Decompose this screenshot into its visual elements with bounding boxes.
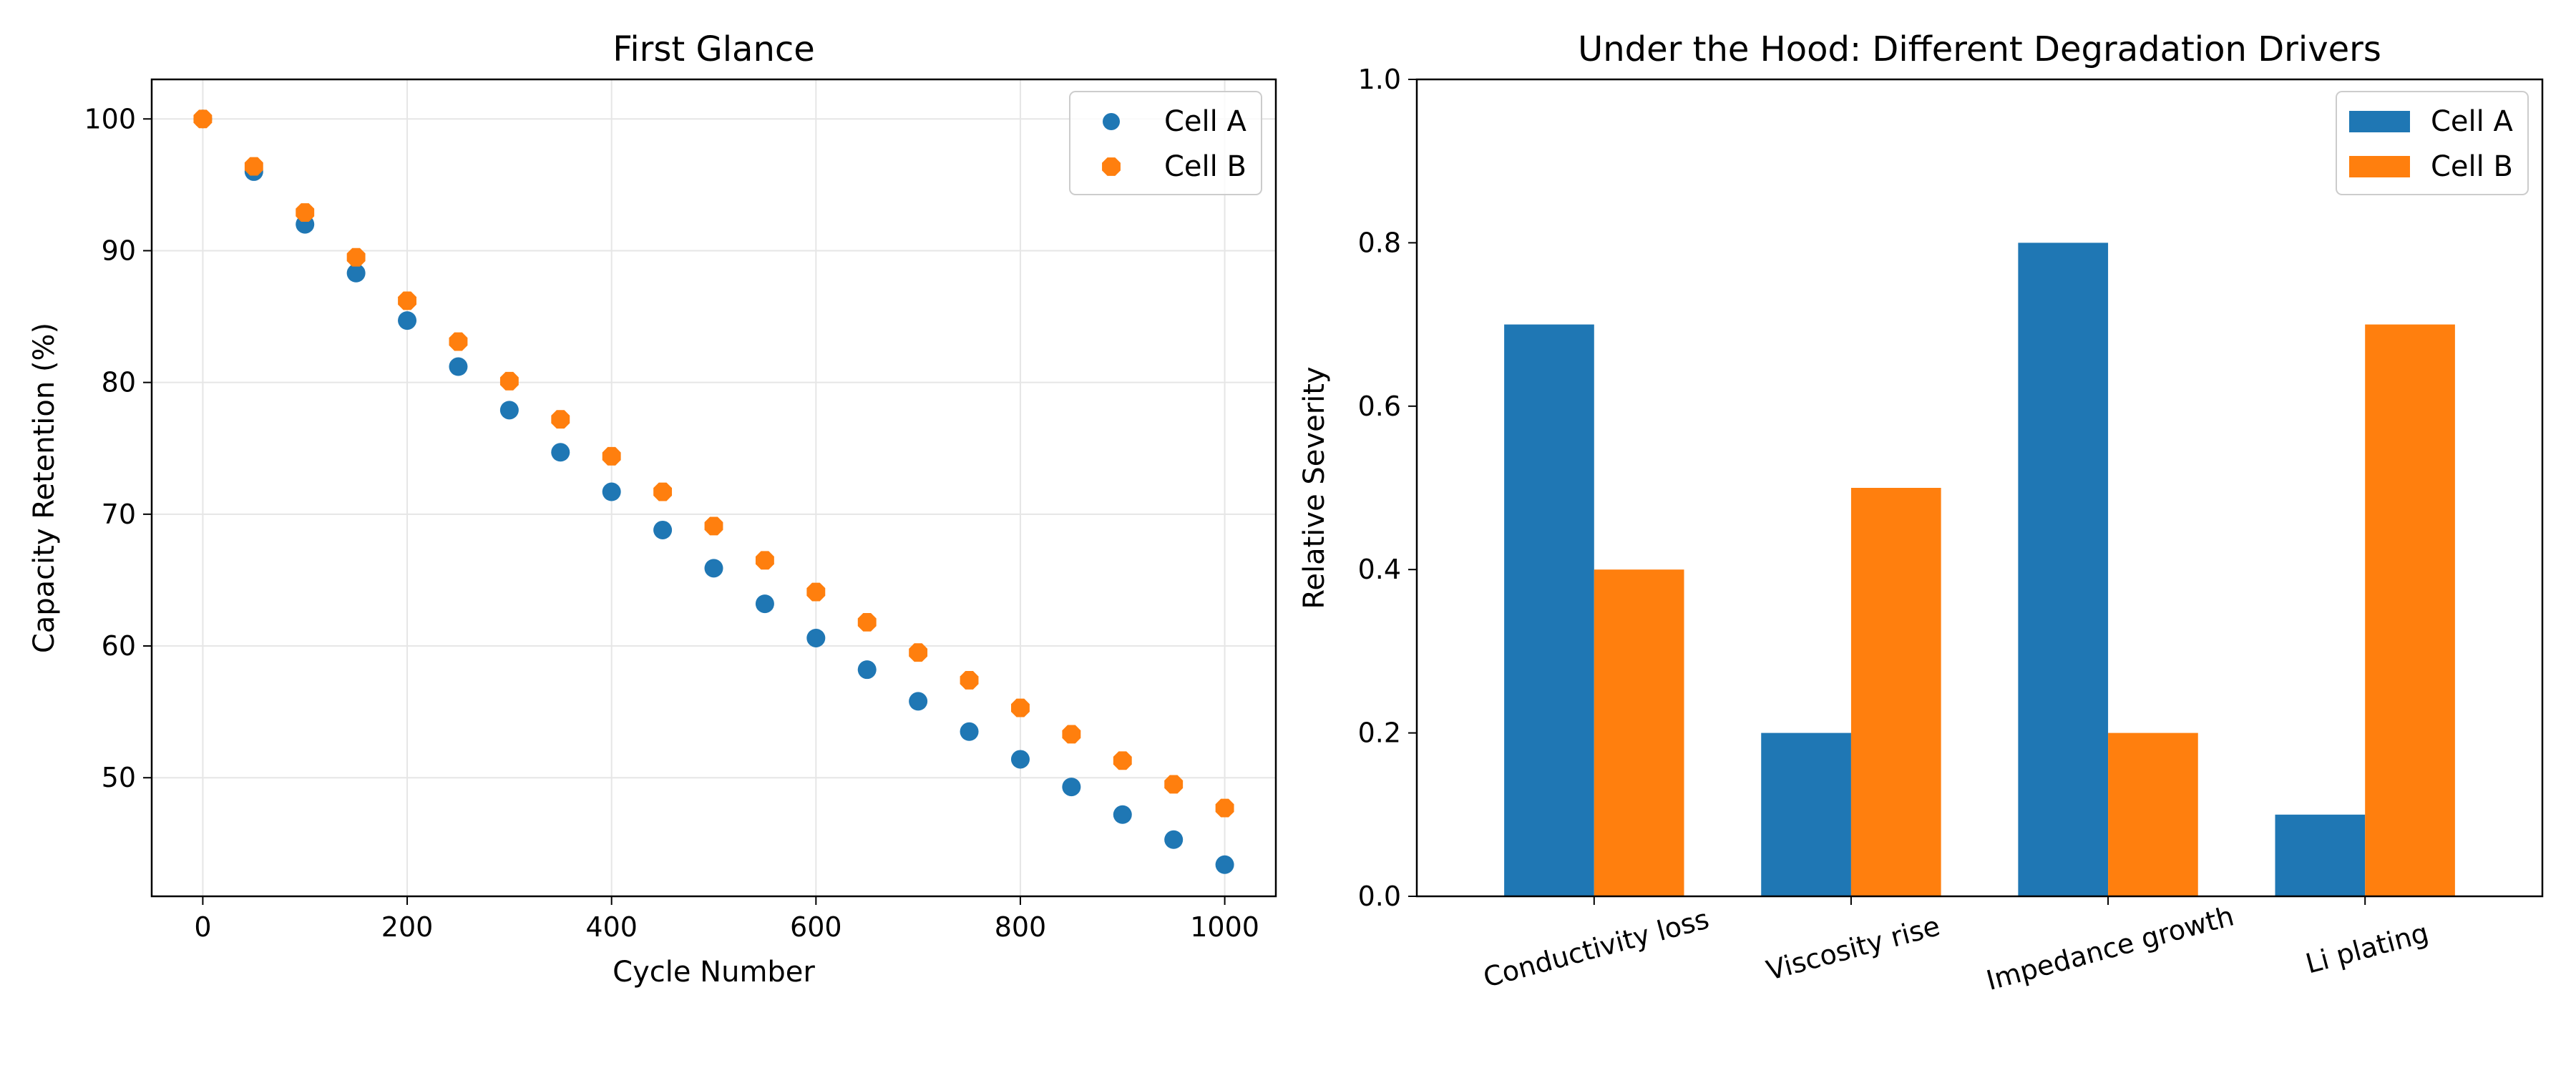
data-point-cell-b	[755, 551, 774, 570]
bar-plot-frame	[1415, 78, 2544, 898]
y-tick-label: 0.2	[1358, 717, 1401, 749]
x-tick-label: 200	[381, 911, 434, 943]
bar-cell-a	[1504, 324, 1594, 897]
data-point-cell-b	[602, 446, 621, 466]
data-point-cell-b	[398, 291, 416, 310]
data-point-cell-a	[806, 628, 826, 647]
y-tick-label: 90	[102, 235, 136, 266]
data-point-cell-b	[960, 670, 979, 690]
bar-cell-a	[1761, 733, 1851, 896]
bar-cell-a	[2275, 814, 2366, 896]
scatter-plot-frame	[150, 78, 1277, 898]
data-point-cell-a	[398, 311, 417, 330]
bar-title: Under the Hood: Different Degradation Dr…	[1578, 29, 2381, 69]
scatter-legend: Cell A Cell B	[1069, 91, 1262, 195]
data-point-cell-b	[193, 109, 213, 129]
data-point-cell-b	[449, 332, 468, 351]
data-point-cell-a	[653, 520, 673, 539]
data-point-cell-a	[960, 722, 979, 741]
y-tick-label: 100	[84, 103, 136, 134]
bar-cell-b	[1594, 569, 1684, 896]
y-tick-label: 50	[102, 762, 136, 793]
legend-swatch-cell-a	[2349, 111, 2410, 132]
y-tick-label: 60	[102, 630, 136, 662]
y-tick-label: 1.0	[1358, 64, 1401, 95]
legend-swatch-cell-b	[2349, 156, 2410, 177]
scatter-points	[193, 109, 1234, 874]
bar-y-axis-label: Relative Severity	[1298, 366, 1331, 609]
scatter-y-axis-label: Capacity Retention (%)	[28, 323, 61, 653]
data-point-cell-a	[346, 263, 366, 283]
y-tick-label: 0.0	[1358, 881, 1401, 912]
data-point-cell-a	[909, 692, 928, 711]
data-point-cell-a	[1113, 805, 1132, 824]
legend-label-cell-a: Cell A	[2431, 105, 2513, 138]
data-point-cell-b	[1113, 751, 1132, 770]
data-point-cell-b	[499, 371, 519, 391]
y-tick-label: 80	[102, 367, 136, 398]
data-point-cell-b	[653, 482, 673, 501]
data-point-cell-b	[1164, 775, 1184, 794]
data-point-cell-a	[1010, 750, 1030, 769]
bar-y-ticks: 0.0 0.2 0.4 0.6 0.8 1.0	[1358, 64, 1417, 912]
data-point-cell-a	[704, 559, 723, 578]
scatter-x-ticks: 0 200 400 600 800 1000	[194, 896, 1259, 943]
data-point-cell-b	[551, 410, 570, 429]
legend-label-cell-b: Cell B	[1164, 150, 1246, 183]
y-tick-label: 0.4	[1358, 554, 1401, 585]
data-point-cell-a	[857, 660, 877, 680]
bar-cell-a	[2018, 242, 2109, 896]
x-tick-label: 600	[790, 911, 842, 943]
data-point-cell-a	[449, 357, 468, 376]
x-tick-label: 400	[585, 911, 638, 943]
x-tick-label: 1000	[1190, 911, 1259, 943]
data-point-cell-b	[296, 203, 315, 222]
y-tick-label: 0.8	[1358, 227, 1401, 258]
data-point-cell-a	[499, 401, 519, 420]
legend-marker-cell-b	[1102, 157, 1121, 176]
bar-cell-b	[2365, 324, 2455, 897]
y-tick-label: 0.6	[1358, 391, 1401, 422]
scatter-x-axis-label: Cycle Number	[613, 956, 815, 989]
data-point-cell-b	[244, 157, 263, 176]
data-point-cell-b	[346, 248, 366, 267]
bar-series	[1504, 242, 2455, 897]
data-point-cell-b	[909, 643, 928, 662]
bar-cell-b	[2108, 733, 2198, 896]
data-point-cell-b	[704, 516, 723, 536]
x-tick-label: 800	[995, 911, 1047, 943]
data-point-cell-b	[857, 612, 877, 632]
x-tick-label: 0	[194, 911, 211, 943]
scatter-panel: First Glance 0 200 400 600 800 1000 50 60 70 80 9…	[28, 29, 1277, 989]
data-point-cell-a	[551, 443, 570, 462]
data-point-cell-b	[1062, 725, 1081, 744]
data-point-cell-a	[602, 482, 621, 501]
scatter-title: First Glance	[613, 29, 815, 69]
data-point-cell-a	[755, 594, 774, 614]
bar-cell-b	[1850, 488, 1941, 896]
scatter-grid	[152, 79, 1276, 896]
data-point-cell-b	[1011, 698, 1030, 717]
legend-label-cell-b: Cell B	[2431, 150, 2513, 183]
data-point-cell-b	[1215, 798, 1234, 818]
legend-label-cell-a: Cell A	[1164, 105, 1246, 138]
y-tick-label: 70	[102, 499, 136, 530]
legend-marker-cell-a	[1103, 113, 1120, 130]
bar-legend: Cell A Cell B	[2336, 91, 2529, 195]
data-point-cell-b	[806, 582, 826, 602]
scatter-y-ticks: 50 60 70 80 90 100	[84, 103, 152, 793]
data-point-cell-a	[1164, 830, 1184, 849]
data-point-cell-a	[1215, 855, 1234, 874]
data-point-cell-a	[1062, 778, 1081, 797]
